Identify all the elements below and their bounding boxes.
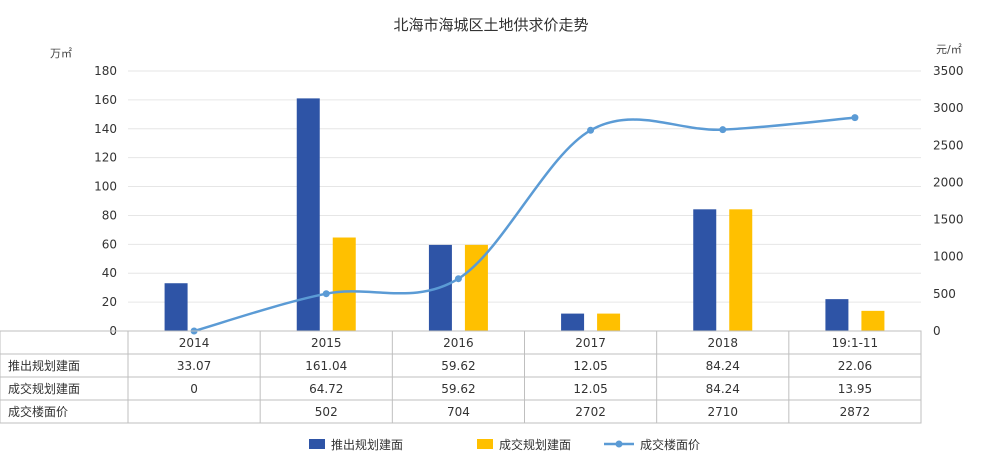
category-label-0: 2014 [179,336,210,350]
legend-label-1: 成交规划建面 [499,437,571,452]
left-tick-label: 160 [94,93,117,107]
data-label-0-5: 22.06 [838,359,872,373]
data-label-0-0: 33.07 [177,359,211,373]
right-tick-label: 1000 [933,250,964,264]
data-label-0-1: 161.04 [305,359,347,373]
category-label-3: 2017 [575,336,606,350]
category-label-1: 2015 [311,336,342,350]
bar-launched-1 [296,98,320,332]
data-label-2-1: 502 [315,405,338,419]
row-label-2: 成交楼面价 [8,404,68,419]
chart-title: 北海市海城区土地供求价走势 [393,16,588,34]
data-label-2-3: 2702 [575,405,606,419]
legend: 推出规划建面 成交规划建面 成交楼面价 [309,437,700,452]
bar-launched-5 [825,299,849,331]
right-tick-label: 2000 [933,175,964,189]
right-axis: 0 500 1000 1500 2000 2500 3000 3500 [933,64,964,338]
data-label-1-4: 84.24 [706,382,740,396]
category-label-4: 2018 [707,336,738,350]
left-tick-label: 40 [102,266,117,280]
data-label-1-5: 13.95 [838,382,872,396]
right-tick-label: 500 [933,287,956,301]
category-label-5: 19:1-11 [832,336,879,350]
category-label-2: 2016 [443,336,474,350]
price-point-2 [454,275,462,283]
right-tick-label: 0 [933,324,941,338]
left-tick-label: 60 [102,237,117,251]
data-label-0-2: 59.62 [441,359,475,373]
price-point-5 [851,114,859,122]
legend-swatch-marker-2 [615,440,623,448]
data-label-1-2: 59.62 [441,382,475,396]
price-point-3 [587,126,595,134]
left-tick-label: 80 [102,208,117,222]
right-tick-label: 2500 [933,138,964,152]
left-tick-label: 180 [94,64,117,78]
right-tick-label: 3000 [933,101,964,115]
legend-swatch-1 [477,439,493,449]
left-tick-label: 120 [94,151,117,165]
price-point-4 [719,126,727,134]
right-tick-label: 1500 [933,213,964,227]
data-label-1-1: 64.72 [309,382,343,396]
data-label-0-3: 12.05 [573,359,607,373]
legend-label-2: 成交楼面价 [640,437,700,452]
gridlines [128,70,921,332]
row-label-1: 成交规划建面 [8,381,80,396]
data-label-1-3: 12.05 [573,382,607,396]
bar-traded-5 [861,310,885,331]
left-tick-label: 100 [94,180,117,194]
data-label-1-0: 0 [190,382,198,396]
left-tick-label: 20 [102,295,117,309]
data-label-2-4: 2710 [707,405,738,419]
bar-traded-4 [729,209,753,331]
legend-label-0: 推出规划建面 [331,437,403,452]
bar-traded-3 [597,313,621,331]
bar-traded-1 [332,237,356,331]
price-line [190,114,859,335]
price-line-path [193,116,856,333]
row-label-0: 推出规划建面 [8,358,80,373]
data-label-2-5: 2872 [840,405,871,419]
bar-launched-0 [164,283,188,331]
left-axis-unit: 万㎡ [50,47,72,60]
right-tick-label: 3500 [933,64,964,78]
left-tick-label: 140 [94,122,117,136]
bars [164,98,885,332]
bar-traded-2 [464,244,488,331]
legend-swatch-0 [309,439,325,449]
data-label-2-2: 704 [447,405,470,419]
bar-launched-3 [561,313,585,331]
right-axis-unit: 元/㎡ [936,43,962,56]
data-label-0-4: 84.24 [706,359,740,373]
data-table: 2014 2015 2016 2017 2018 19:1-11 推出规划建面 33.07 16… [0,330,922,424]
price-point-1 [322,290,330,298]
bar-launched-4 [693,209,717,331]
